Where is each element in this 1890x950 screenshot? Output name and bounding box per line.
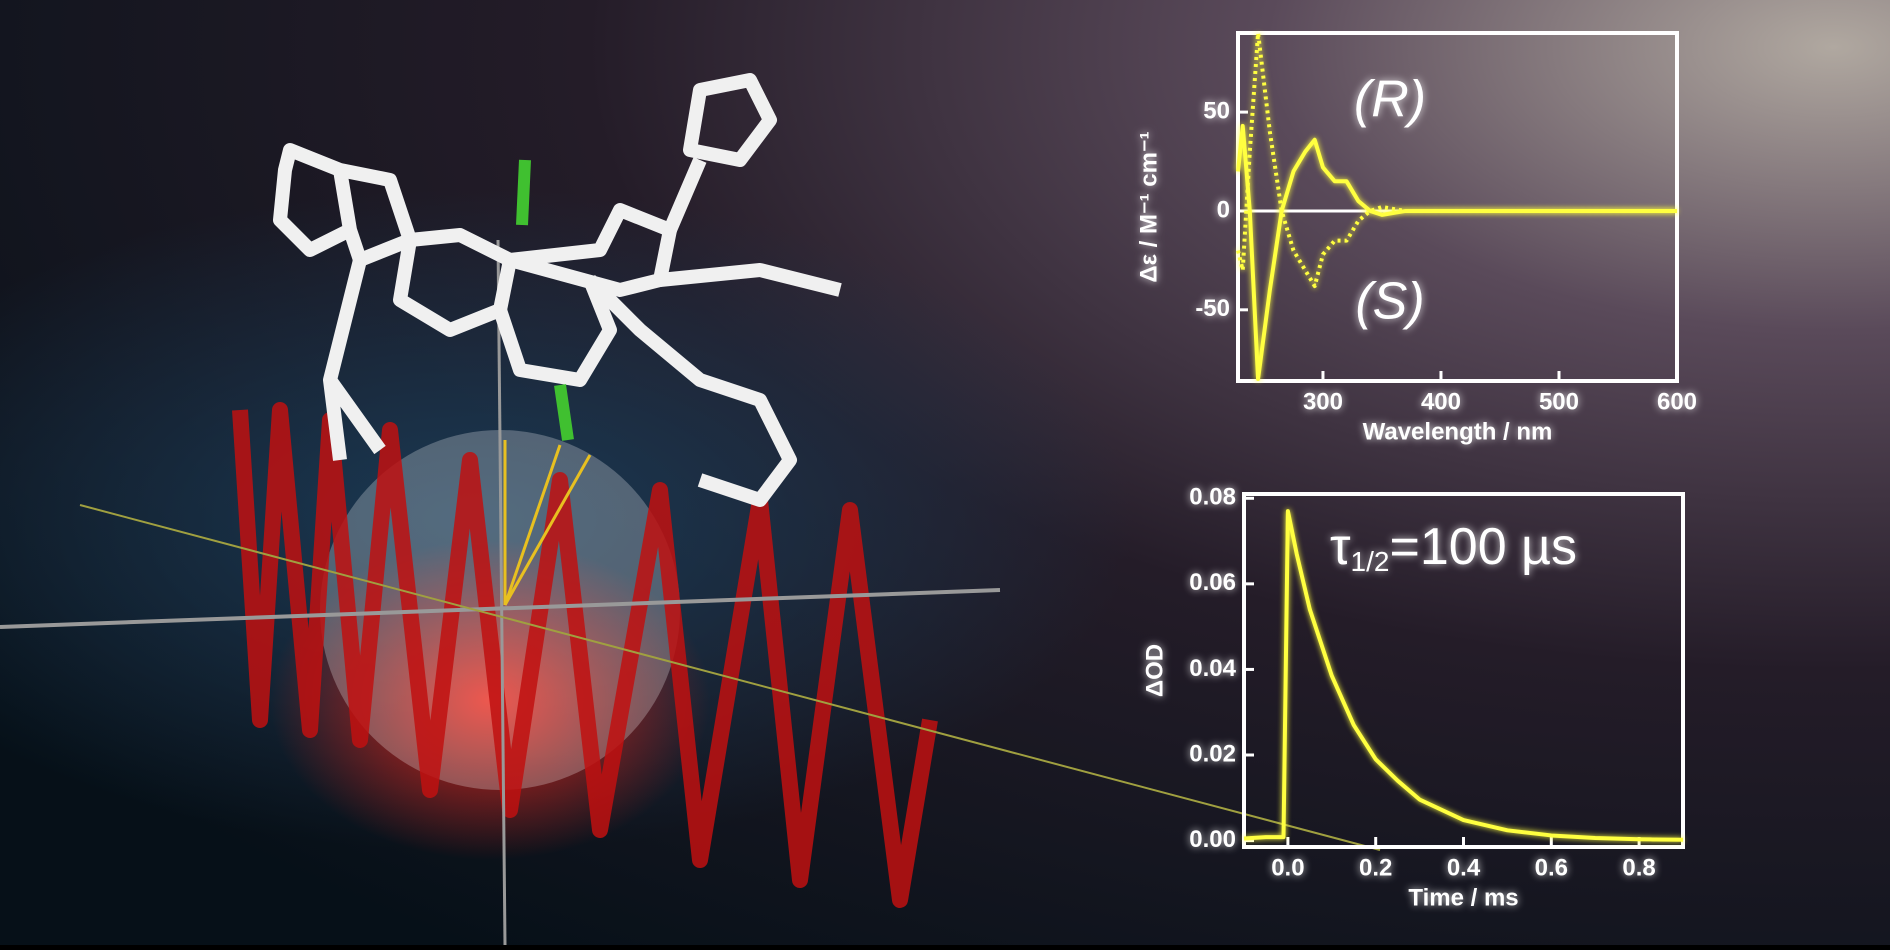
annotation-symbol: τ [1330,518,1351,576]
illustration [0,73,1381,946]
x-tick-label: 0.6 [1535,854,1568,881]
annotation-subscript: 1/2 [1351,546,1390,577]
annotation: (R) [1354,71,1426,129]
plot-frame [1236,31,1679,383]
annotation: τ1/2=100 µs [1330,518,1577,578]
data-line [1243,509,1684,842]
data-line [1236,123,1677,382]
y-tick-label: 0.02 [1189,740,1236,767]
y-tick-label: 0.00 [1189,826,1236,853]
annotation: (S) [1355,273,1424,331]
x-tick-label: 300 [1303,388,1343,415]
x-tick-label: 0.8 [1622,854,1655,881]
x-tick-label: 400 [1421,388,1461,415]
y-tick-label: 0 [1217,196,1230,223]
y-tick-label: 0.04 [1189,655,1236,682]
y-axis-label: ΔOD [1141,644,1168,697]
x-tick-label: 0.0 [1271,854,1304,881]
y-tick-label: 0.08 [1189,484,1236,511]
y-tick-label: 50 [1203,97,1230,124]
annotation-text: =100 µs [1389,518,1577,576]
y-tick-label: 0.06 [1189,569,1236,596]
x-tick-label: 0.2 [1359,854,1392,881]
x-tick-label: 600 [1657,388,1697,415]
x-tick-label: 500 [1539,388,1579,415]
x-tick-label: 0.4 [1447,854,1481,881]
y-tick-label: -50 [1195,295,1230,322]
y-axis-label: Δε / M⁻¹ cm⁻¹ [1135,131,1162,282]
x-axis-label: Time / ms [1408,884,1518,911]
x-axis-label: Wavelength / nm [1363,418,1553,445]
